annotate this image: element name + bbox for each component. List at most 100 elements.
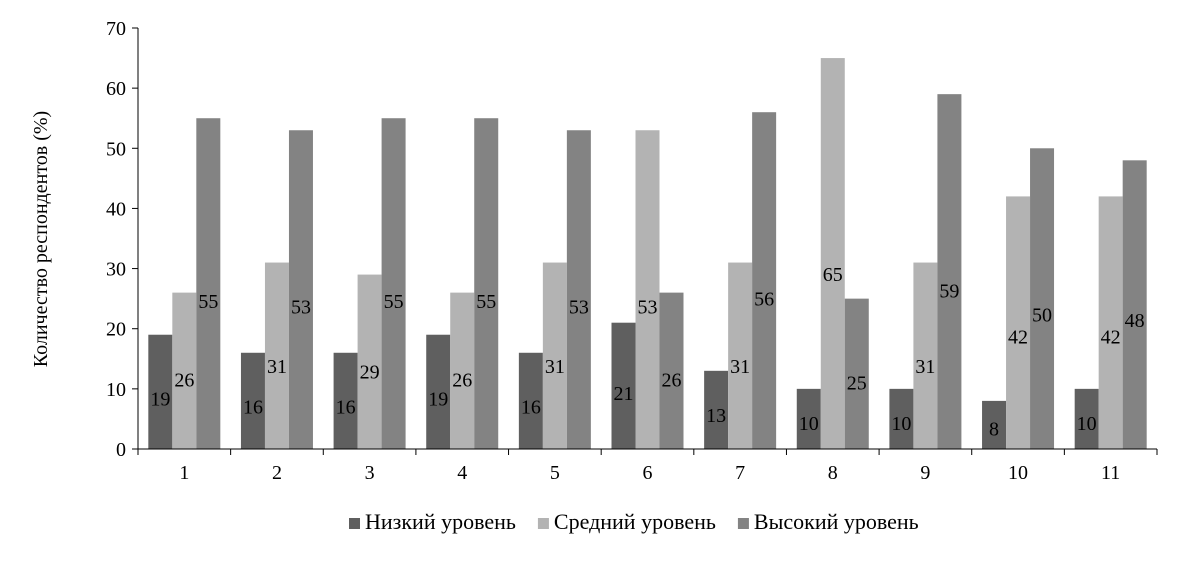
data-label: 53 bbox=[291, 297, 311, 319]
legend: Низкий уровень Средний уровень Высокий уро… bbox=[349, 509, 919, 534]
data-label: 26 bbox=[452, 370, 472, 392]
data-label: 55 bbox=[384, 291, 404, 313]
y-tick-label: 60 bbox=[106, 78, 126, 100]
data-label: 10 bbox=[799, 413, 819, 435]
data-label: 16 bbox=[336, 397, 356, 419]
legend-label: Высокий уровень bbox=[754, 509, 919, 534]
bar bbox=[796, 388, 821, 449]
bar bbox=[240, 352, 265, 449]
legend-swatch bbox=[537, 518, 549, 529]
data-label: 31 bbox=[267, 356, 287, 378]
data-label: 31 bbox=[730, 356, 750, 378]
bar bbox=[728, 262, 753, 449]
bar bbox=[611, 322, 636, 449]
bar bbox=[704, 370, 729, 449]
x-axis-ticks: 1 2 3 4 5 6 7 8 9 10 11 bbox=[137, 449, 1158, 484]
y-axis-ticks: 0 10 20 30 40 50 60 70 bbox=[106, 18, 138, 461]
data-label: 10 bbox=[891, 413, 911, 435]
data-label: 55 bbox=[198, 291, 218, 313]
data-label: 13 bbox=[706, 405, 726, 427]
data-label: 53 bbox=[569, 297, 589, 319]
legend-swatch bbox=[349, 518, 360, 529]
y-tick-label: 70 bbox=[106, 18, 126, 40]
data-label: 53 bbox=[638, 297, 658, 319]
y-tick-label: 20 bbox=[106, 319, 126, 341]
bar bbox=[1122, 160, 1147, 450]
data-label: 21 bbox=[614, 383, 634, 405]
bar bbox=[542, 262, 567, 449]
bar bbox=[357, 274, 382, 449]
data-label: 42 bbox=[1008, 326, 1028, 348]
bar bbox=[635, 130, 660, 449]
y-axis-title-group: Количество респондентов (%) bbox=[30, 111, 52, 367]
bar bbox=[1030, 148, 1055, 450]
bar bbox=[518, 352, 543, 449]
data-label: 29 bbox=[360, 362, 380, 384]
bar bbox=[474, 118, 499, 449]
data-label: 55 bbox=[476, 291, 496, 313]
bar bbox=[844, 298, 869, 449]
bar bbox=[982, 400, 1007, 449]
x-tick-label: 7 bbox=[735, 462, 745, 484]
x-tick-label: 2 bbox=[272, 462, 282, 484]
x-tick-label: 8 bbox=[828, 462, 838, 484]
data-label: 25 bbox=[847, 372, 867, 394]
bar bbox=[196, 118, 221, 449]
bars bbox=[148, 58, 1147, 450]
bar bbox=[1006, 196, 1031, 449]
y-tick-label: 30 bbox=[106, 259, 126, 281]
data-label: 19 bbox=[428, 389, 448, 411]
y-tick-label: 0 bbox=[116, 439, 126, 461]
data-label: 16 bbox=[521, 397, 541, 419]
axes bbox=[137, 28, 1157, 450]
data-label: 16 bbox=[243, 397, 263, 419]
data-label: 26 bbox=[662, 370, 682, 392]
bar bbox=[937, 94, 962, 450]
data-label: 48 bbox=[1125, 310, 1145, 332]
x-tick-label: 9 bbox=[920, 462, 930, 484]
data-label: 8 bbox=[989, 418, 999, 440]
x-tick-label: 5 bbox=[550, 462, 560, 484]
bar bbox=[820, 58, 845, 449]
bar bbox=[381, 118, 406, 449]
data-label: 56 bbox=[754, 288, 774, 310]
data-label: 59 bbox=[939, 280, 959, 302]
x-tick-label: 4 bbox=[457, 462, 467, 484]
bar bbox=[659, 292, 684, 449]
x-tick-label: 6 bbox=[643, 462, 653, 484]
bar bbox=[264, 262, 289, 449]
data-label: 50 bbox=[1032, 305, 1052, 327]
bar bbox=[889, 388, 914, 449]
legend-swatch bbox=[737, 518, 749, 529]
bar bbox=[172, 292, 197, 449]
bar bbox=[450, 292, 475, 449]
legend-label: Низкий уровень bbox=[365, 509, 516, 534]
data-label: 10 bbox=[1077, 413, 1097, 435]
data-label: 19 bbox=[150, 389, 170, 411]
bar bbox=[288, 130, 313, 449]
legend-label: Средний уровень bbox=[554, 509, 716, 534]
data-label: 65 bbox=[823, 264, 843, 286]
bar bbox=[333, 352, 358, 449]
data-label: 31 bbox=[915, 356, 935, 378]
data-label: 42 bbox=[1101, 326, 1121, 348]
y-tick-label: 40 bbox=[106, 198, 126, 220]
bar bbox=[148, 334, 173, 449]
bar bbox=[752, 112, 777, 449]
y-axis-title: Количество респондентов (%) bbox=[30, 111, 52, 367]
x-tick-label: 11 bbox=[1101, 462, 1120, 484]
data-labels: 1926551631531629551926551631532153261331… bbox=[150, 264, 1144, 440]
x-tick-label: 10 bbox=[1008, 462, 1028, 484]
data-label: 26 bbox=[174, 370, 194, 392]
y-tick-label: 50 bbox=[106, 138, 126, 160]
x-tick-label: 1 bbox=[179, 462, 189, 484]
bar bbox=[1074, 388, 1099, 449]
bar bbox=[913, 262, 938, 449]
bar bbox=[566, 130, 591, 449]
data-label: 31 bbox=[545, 356, 565, 378]
y-tick-label: 10 bbox=[106, 379, 126, 401]
bar bbox=[1098, 196, 1123, 449]
x-tick-label: 3 bbox=[365, 462, 375, 484]
bar bbox=[426, 334, 451, 449]
